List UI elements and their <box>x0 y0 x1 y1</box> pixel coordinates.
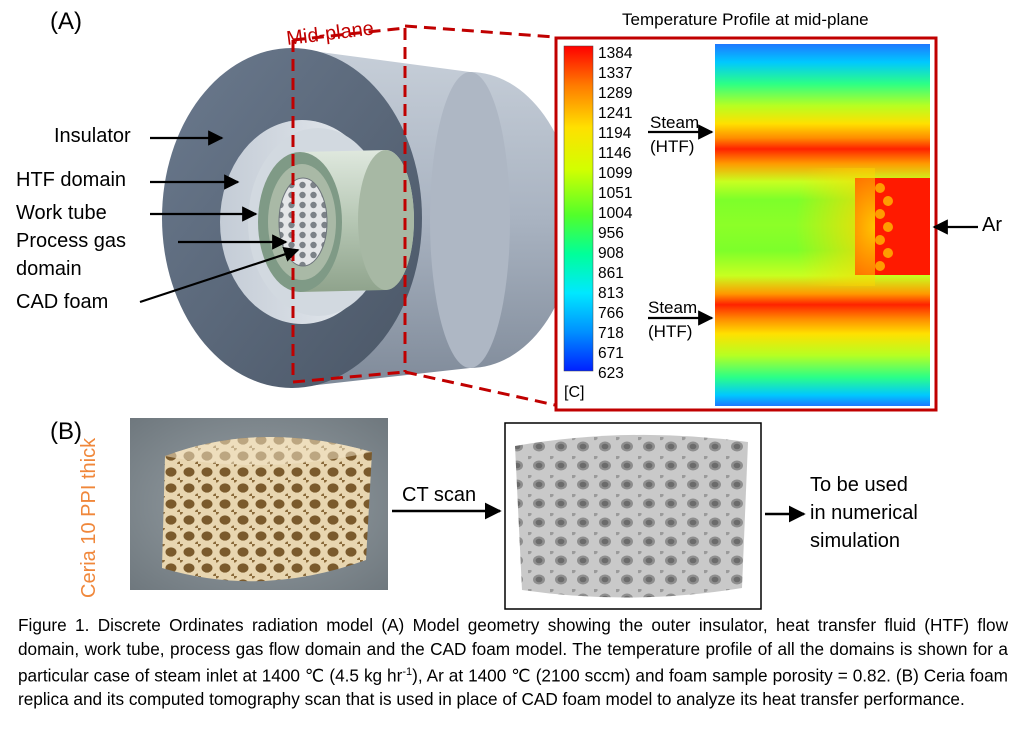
caption-text-2: ), Ar at 1400 ℃ (2100 sccm) and foam sam… <box>18 665 1008 710</box>
part-arrows <box>139 130 300 304</box>
process-gas-label-2: domain <box>16 258 82 280</box>
colorbar-tick: 718 <box>598 325 624 342</box>
colorbar-tick: 908 <box>598 245 624 262</box>
inlet-arrows <box>648 124 978 326</box>
colorbar-tick: 1337 <box>598 65 633 82</box>
panel-a-label: (A) <box>50 8 82 35</box>
colorbar-tick: 1146 <box>598 145 632 162</box>
colorbar-tick: 623 <box>598 365 624 382</box>
reactor-model <box>162 48 575 388</box>
colorbar-tick: 1194 <box>598 125 632 142</box>
profile-title: Temperature Profile at mid-plane <box>622 10 869 29</box>
colorbar-unit: [C] <box>564 384 585 401</box>
temperature-field <box>715 44 930 406</box>
midplane-markers <box>291 24 556 407</box>
result-label-3: simulation <box>810 530 901 552</box>
colorbar-tick: 956 <box>598 225 624 242</box>
steam-top-sublabel: (HTF) <box>650 137 695 156</box>
steam-top-label: Steam <box>650 113 700 132</box>
insulator-label: Insulator <box>54 125 131 147</box>
figure-caption: Figure 1. Discrete Ordinates radiation m… <box>18 614 1008 712</box>
process-gas-label: Process gas <box>16 230 127 252</box>
ar-label: Ar <box>982 214 1002 236</box>
colorbar-tick: 671 <box>598 345 624 362</box>
colorbar-tick: 766 <box>598 305 624 322</box>
colorbar-tick: 1004 <box>598 205 633 222</box>
ct-scan-label: CT scan <box>402 484 477 506</box>
htf-domain-label: HTF domain <box>16 169 127 191</box>
caption-superscript: -1 <box>402 666 413 678</box>
colorbar-tick: 1289 <box>598 85 633 102</box>
result-label-2: in numerical <box>810 502 918 524</box>
colorbar-tick: 1384 <box>598 45 633 62</box>
cad-foam-arrow <box>139 247 300 304</box>
colorbar-tick: 1099 <box>598 165 633 182</box>
panel-b-label: (B) <box>50 418 82 445</box>
ceria-sample-label: Ceria 10 PPI thick <box>78 437 100 598</box>
ct-scan-foam <box>515 434 748 598</box>
result-label-1: To be used <box>810 474 908 496</box>
steam-bottom-sublabel: (HTF) <box>648 322 693 341</box>
caption-text-1: Figure 1. Discrete Ordinates radiation m… <box>18 615 1008 686</box>
colorbar-tick: 861 <box>598 265 624 282</box>
colorbar-tick: 1051 <box>598 185 633 202</box>
colorbar <box>563 45 594 372</box>
cad-foam-label: CAD foam <box>16 291 109 313</box>
ceria-photo <box>130 418 388 590</box>
work-tube-label: Work tube <box>16 202 107 224</box>
colorbar-tick: 813 <box>598 285 624 302</box>
cad-foam <box>278 177 328 267</box>
colorbar-tick: 1241 <box>598 105 633 122</box>
steam-bottom-label: Steam <box>648 298 698 317</box>
